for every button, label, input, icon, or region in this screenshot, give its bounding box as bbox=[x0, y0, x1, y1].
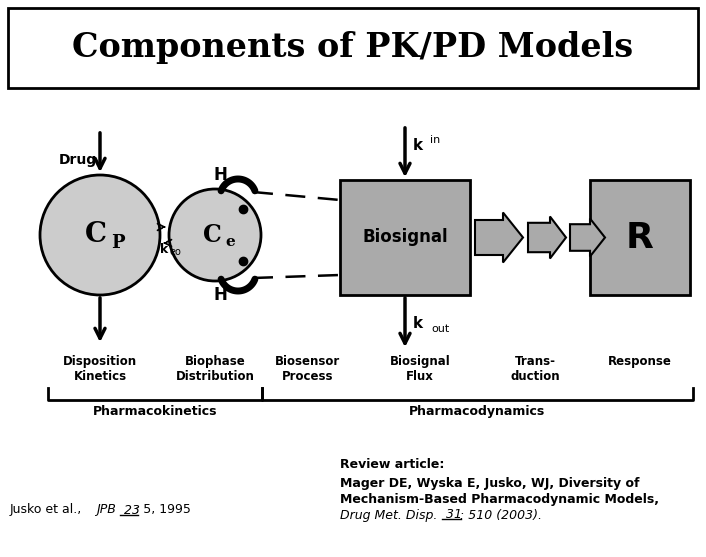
Text: e: e bbox=[225, 235, 235, 249]
Text: C: C bbox=[203, 223, 222, 247]
Text: Disposition
Kinetics: Disposition Kinetics bbox=[63, 355, 137, 383]
Text: Response: Response bbox=[608, 355, 672, 368]
Text: Review article:: Review article: bbox=[340, 458, 444, 471]
Text: k: k bbox=[160, 243, 169, 256]
Text: Pharmacodynamics: Pharmacodynamics bbox=[409, 405, 546, 418]
Text: in: in bbox=[430, 135, 441, 145]
Text: Mechanism-Based Pharmacodynamic Models,: Mechanism-Based Pharmacodynamic Models, bbox=[340, 492, 659, 506]
Circle shape bbox=[40, 175, 160, 295]
Text: R: R bbox=[626, 221, 654, 255]
Text: eo: eo bbox=[169, 247, 181, 257]
Text: k: k bbox=[413, 315, 423, 330]
Polygon shape bbox=[475, 213, 523, 262]
Text: Biophase
Distribution: Biophase Distribution bbox=[176, 355, 254, 383]
Text: out: out bbox=[431, 324, 449, 334]
Text: H: H bbox=[213, 286, 227, 304]
Text: Biosignal: Biosignal bbox=[362, 228, 448, 247]
Text: Drug Met. Disp.: Drug Met. Disp. bbox=[340, 509, 438, 521]
FancyBboxPatch shape bbox=[590, 180, 690, 295]
Text: k: k bbox=[413, 138, 423, 153]
Text: Jusko et al.,: Jusko et al., bbox=[10, 504, 86, 516]
Text: Biosignal
Flux: Biosignal Flux bbox=[390, 355, 450, 383]
FancyBboxPatch shape bbox=[340, 180, 470, 295]
Text: P: P bbox=[111, 234, 125, 252]
Polygon shape bbox=[528, 217, 566, 258]
FancyBboxPatch shape bbox=[8, 8, 698, 88]
Polygon shape bbox=[570, 218, 605, 257]
Circle shape bbox=[169, 189, 261, 281]
Text: Pharmacokinetics: Pharmacokinetics bbox=[92, 405, 217, 418]
Text: : 5, 1995: : 5, 1995 bbox=[135, 504, 191, 516]
Text: C: C bbox=[85, 222, 107, 248]
Text: H: H bbox=[213, 166, 227, 184]
Text: JPB: JPB bbox=[96, 504, 116, 516]
Text: Drug: Drug bbox=[59, 153, 97, 167]
Text: Trans-
duction: Trans- duction bbox=[510, 355, 560, 383]
Text: 31: 31 bbox=[442, 509, 462, 521]
Text: : 510 (2003).: : 510 (2003). bbox=[460, 509, 542, 521]
Text: Biosensor
Process: Biosensor Process bbox=[275, 355, 340, 383]
Text: Mager DE, Wyska E, Jusko, WJ, Diversity of: Mager DE, Wyska E, Jusko, WJ, Diversity … bbox=[340, 476, 640, 490]
Text: Components of PK/PD Models: Components of PK/PD Models bbox=[73, 32, 633, 65]
Text: 23: 23 bbox=[120, 504, 140, 516]
